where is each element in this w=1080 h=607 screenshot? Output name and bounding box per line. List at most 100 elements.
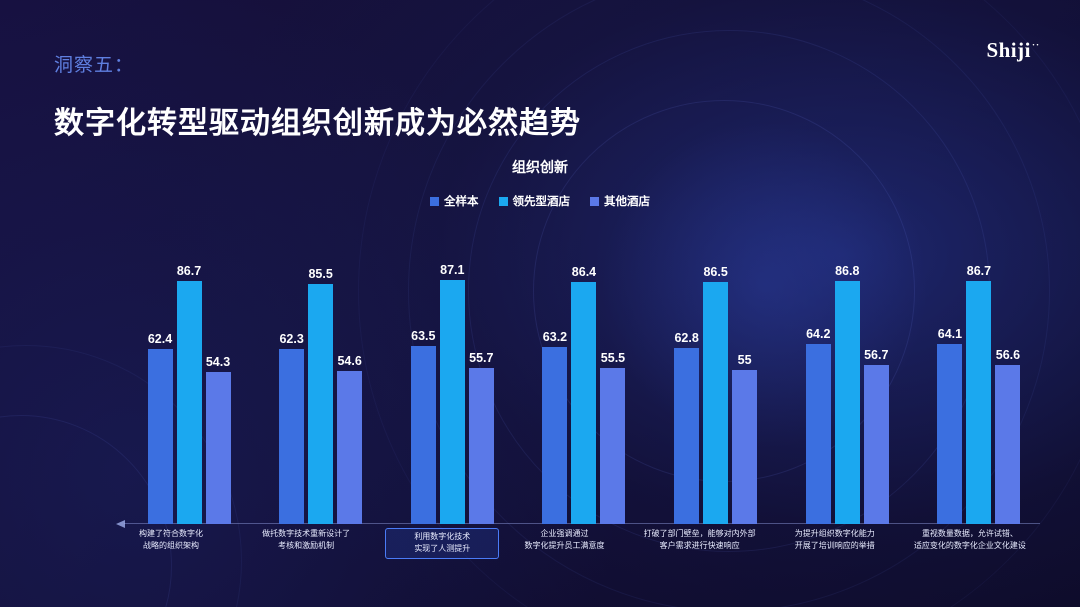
bar-value-label: 63.2 — [542, 329, 568, 344]
bar-value-label: 54.6 — [337, 353, 362, 368]
bar-value-label: 63.5 — [411, 329, 436, 343]
bar[interactable]: 86.7 — [176, 264, 202, 524]
bar-value-label: 86.5 — [703, 264, 728, 279]
bar[interactable]: 64.1 — [937, 327, 963, 524]
legend-swatch-leading — [498, 196, 508, 206]
bar-wrapper: 62.4 — [147, 232, 173, 524]
bar-group: 63.5 87.1 55.7 — [391, 232, 513, 524]
x-axis-arrow-icon — [116, 520, 125, 528]
legend-label: 领先型酒店 — [512, 196, 571, 208]
bar-wrapper: 54.3 — [205, 232, 231, 524]
category-label-line: 战略的组织架构 — [143, 541, 199, 550]
chart-plot-area: 62.4 86.7 54.3 62.3 85.5 54.6 63.5 87.1 55.7 63.2… — [110, 232, 1040, 528]
category-label-line: 利用数字化技术 — [414, 532, 471, 541]
legend-item: 其他酒店 — [590, 193, 650, 209]
category-label-line: 适应变化的数字化企业文化建设 — [913, 541, 1026, 550]
bar-wrapper: 86.7 — [176, 232, 202, 524]
bar-wrapper: 63.2 — [542, 232, 568, 524]
bar-wrapper: 87.1 — [439, 232, 465, 524]
brand-logo-text: Shiji — [986, 38, 1031, 62]
bar-group: 64.1 86.7 56.6 — [918, 232, 1040, 524]
bar[interactable]: 63.5 — [410, 329, 436, 524]
bar[interactable]: 62.3 — [279, 332, 305, 524]
bar[interactable]: 55.7 — [468, 351, 494, 524]
category-label-line: 考核和激励机制 — [278, 541, 335, 550]
bar-value-label: 56.6 — [995, 348, 1021, 363]
bar-wrapper: 64.1 — [937, 232, 963, 524]
bar-value-label: 86.4 — [571, 264, 597, 279]
bar-wrapper: 63.5 — [410, 232, 436, 524]
bar-wrapper: 54.6 — [337, 232, 363, 524]
legend-label: 其他酒店 — [604, 196, 650, 208]
legend-swatch-all-sample — [430, 196, 439, 206]
legend-label: 全样本 — [444, 196, 479, 208]
bar-wrapper: 86.5 — [703, 232, 729, 524]
category-label: 为提升组织数字化能力 开展了培训响应的举措 — [765, 528, 905, 559]
brand-logo: Shiji·· — [986, 38, 1040, 63]
category-label-line: 构建了符合数字化 — [139, 529, 203, 538]
bar[interactable]: 86.5 — [703, 265, 729, 524]
bar-group: 63.2 86.4 55.5 — [523, 232, 645, 524]
category-label-line: 数字化提升员工满意度 — [524, 541, 605, 550]
category-label-line: 做托数字技术重新设计了 — [262, 529, 351, 538]
bar[interactable]: 85.5 — [308, 267, 334, 524]
bar[interactable]: 54.6 — [337, 354, 363, 524]
bar-wrapper: 56.6 — [995, 232, 1021, 524]
bar[interactable]: 86.7 — [966, 264, 992, 524]
bar-value-label: 56.7 — [864, 348, 889, 363]
bar[interactable]: 63.2 — [542, 330, 568, 524]
category-label: 利用数字化技术 实现了人测提升 — [385, 528, 500, 559]
bar-group: 62.4 86.7 54.3 — [128, 232, 250, 524]
category-label-line: 为提升组织数字化能力 — [794, 529, 875, 538]
bar-group: 62.3 85.5 54.6 — [260, 232, 382, 524]
bar[interactable]: 86.4 — [571, 265, 597, 524]
bar[interactable]: 62.4 — [147, 332, 173, 524]
legend-item: 全样本 — [430, 193, 479, 209]
category-label-line: 企业强调通过 — [540, 529, 589, 538]
bar-wrapper: 55.5 — [600, 232, 626, 524]
bar-value-label: 64.1 — [937, 327, 963, 342]
bar-value-label: 62.8 — [674, 330, 699, 345]
bar-value-label: 62.4 — [147, 332, 173, 347]
bar[interactable]: 56.7 — [863, 348, 889, 524]
section-eyebrow: 洞察五： — [54, 55, 135, 76]
bar-value-label: 87.1 — [440, 262, 465, 277]
bar-wrapper: 64.2 — [805, 232, 831, 524]
page-title: 数字化转型驱动组织创新成为必然趋势 — [54, 107, 581, 140]
bar-wrapper: 62.8 — [674, 232, 700, 524]
legend-swatch-others — [590, 196, 599, 206]
bar[interactable]: 55.5 — [600, 351, 626, 524]
legend-item: 领先型酒店 — [498, 193, 571, 209]
bar[interactable]: 54.3 — [205, 355, 231, 524]
bar-wrapper: 86.7 — [966, 232, 992, 524]
bar-value-label: 55.5 — [600, 351, 626, 366]
bar-groups: 62.4 86.7 54.3 62.3 85.5 54.6 63.5 87.1 55.7 63.2… — [128, 232, 1040, 524]
category-label: 构建了符合数字化 战略的组织架构 — [101, 528, 241, 559]
category-label-line: 打破了部门壁垒，能够对内外部 — [643, 529, 756, 538]
bar-wrapper: 62.3 — [279, 232, 305, 524]
bar-group: 64.2 86.8 56.7 — [786, 232, 908, 524]
bar-wrapper: 86.8 — [834, 232, 860, 524]
bar-group: 62.8 86.5 55 — [655, 232, 777, 524]
bar[interactable]: 87.1 — [439, 263, 465, 524]
bar-value-label: 55.7 — [469, 350, 494, 365]
category-label: 做托数字技术重新设计了 考核和激励机制 — [236, 528, 376, 559]
bar-wrapper: 86.4 — [571, 232, 597, 524]
category-label: 企业强调通过数字化提升员工满意度 — [494, 528, 634, 559]
bar-value-label: 55 — [737, 352, 752, 367]
bar-wrapper: 85.5 — [308, 232, 334, 524]
bar[interactable]: 64.2 — [805, 327, 831, 524]
category-label-line: 开展了培训响应的举措 — [794, 541, 875, 550]
bar[interactable]: 62.8 — [674, 331, 700, 524]
bar-value-label: 54.3 — [205, 354, 231, 369]
chart-legend: 全样本 领先型酒店 其他酒店 — [0, 193, 1080, 209]
bar[interactable]: 55 — [732, 353, 758, 524]
bar[interactable]: 56.6 — [995, 348, 1021, 524]
brand-logo-dots: ·· — [1031, 40, 1040, 50]
x-axis-categories: 构建了符合数字化 战略的组织架构 做托数字技术重新设计了 考核和激励机制 利用数字化技术… — [110, 528, 1040, 559]
bar[interactable]: 86.8 — [834, 264, 860, 524]
bar-value-label: 86.7 — [176, 263, 202, 278]
chart-title: 组织创新 — [512, 159, 568, 175]
bar-wrapper: 55 — [732, 232, 758, 524]
